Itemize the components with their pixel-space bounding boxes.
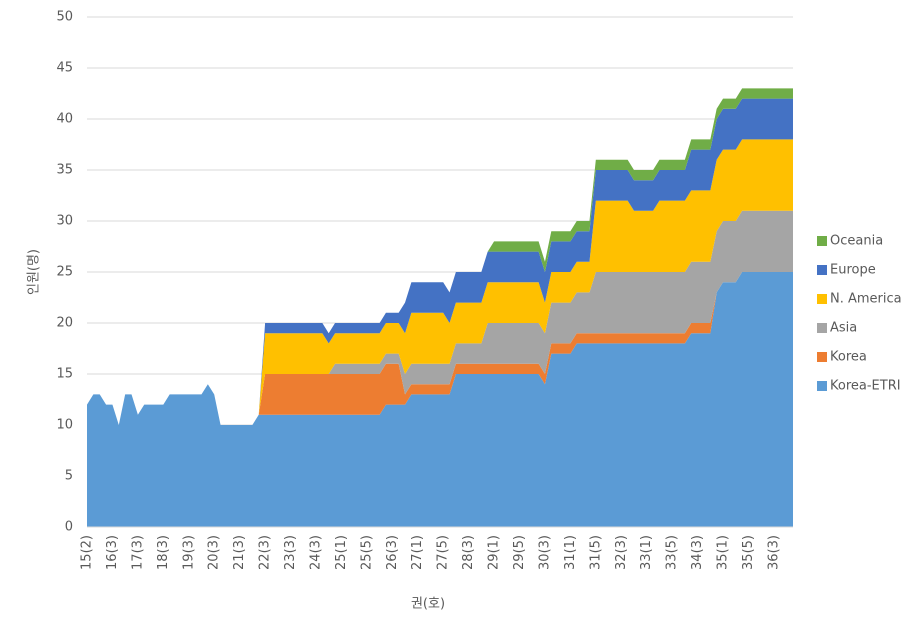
x-tick-label: 15(2) xyxy=(80,535,95,570)
x-tick-label: 27(1) xyxy=(410,535,425,570)
y-tick-label: 0 xyxy=(65,520,73,535)
area xyxy=(87,98,793,425)
x-tick-label: 20(3) xyxy=(207,535,222,570)
x-tick-label: 29(5) xyxy=(512,535,527,570)
x-tick-label: 18(3) xyxy=(156,535,171,570)
y-tick-label: 40 xyxy=(56,112,73,127)
area xyxy=(87,272,793,425)
y-tick-label: 5 xyxy=(65,469,73,484)
legend-label: Asia xyxy=(830,321,857,336)
legend-swatch xyxy=(817,294,827,304)
x-tick-label: 19(3) xyxy=(181,535,196,570)
y-tick-label: 45 xyxy=(56,61,73,76)
y-tick-label: 15 xyxy=(56,367,73,382)
x-tick-label: 33(1) xyxy=(639,535,654,570)
x-tick-label: 29(1) xyxy=(487,535,502,570)
y-tick-label: 25 xyxy=(56,265,73,280)
legend-swatch xyxy=(817,352,827,362)
x-tick-label: 33(5) xyxy=(665,535,680,570)
x-tick-label: 36(3) xyxy=(766,535,781,570)
y-tick-label: 30 xyxy=(56,214,73,229)
x-tick-label: 28(3) xyxy=(461,535,476,570)
legend-label: Korea-ETRI xyxy=(830,379,901,394)
x-tick-label: 17(3) xyxy=(130,535,145,570)
x-tick-label: 31(1) xyxy=(563,535,578,570)
area xyxy=(87,272,793,527)
x-tick-label: 27(5) xyxy=(436,535,451,570)
legend-swatch xyxy=(817,323,827,333)
x-tick-label: 21(3) xyxy=(232,535,247,570)
legend-label: Oceania xyxy=(830,234,883,249)
x-tick-label: 25(5) xyxy=(359,535,374,570)
y-axis-title: 인원(명) xyxy=(27,249,42,295)
x-tick-label: 23(3) xyxy=(283,535,298,570)
x-tick-label: 35(1) xyxy=(716,535,731,570)
x-tick-label: 31(5) xyxy=(588,535,603,570)
x-tick-label: 25(1) xyxy=(334,535,349,570)
x-tick-label: 34(3) xyxy=(690,535,705,570)
x-tick-label: 35(5) xyxy=(741,535,756,570)
x-tick-label: 30(3) xyxy=(537,535,552,570)
legend-label: N. America xyxy=(830,292,902,307)
y-tick-label: 10 xyxy=(56,418,73,433)
x-axis-title: 권(호) xyxy=(411,597,445,612)
x-tick-label: 26(3) xyxy=(385,535,400,570)
legend-swatch xyxy=(817,236,827,246)
legend-swatch xyxy=(817,381,827,391)
legend-label: Korea xyxy=(830,350,867,365)
legend-label: Europe xyxy=(830,263,876,278)
x-tick-label: 32(3) xyxy=(614,535,629,570)
y-tick-label: 20 xyxy=(56,316,73,331)
x-tick-label: 24(3) xyxy=(308,535,323,570)
x-tick-label: 22(3) xyxy=(258,535,273,570)
y-tick-label: 50 xyxy=(56,10,73,25)
y-tick-label: 35 xyxy=(56,163,73,178)
x-tick-label: 16(3) xyxy=(105,535,120,570)
legend-swatch xyxy=(817,265,827,275)
area xyxy=(87,210,793,425)
